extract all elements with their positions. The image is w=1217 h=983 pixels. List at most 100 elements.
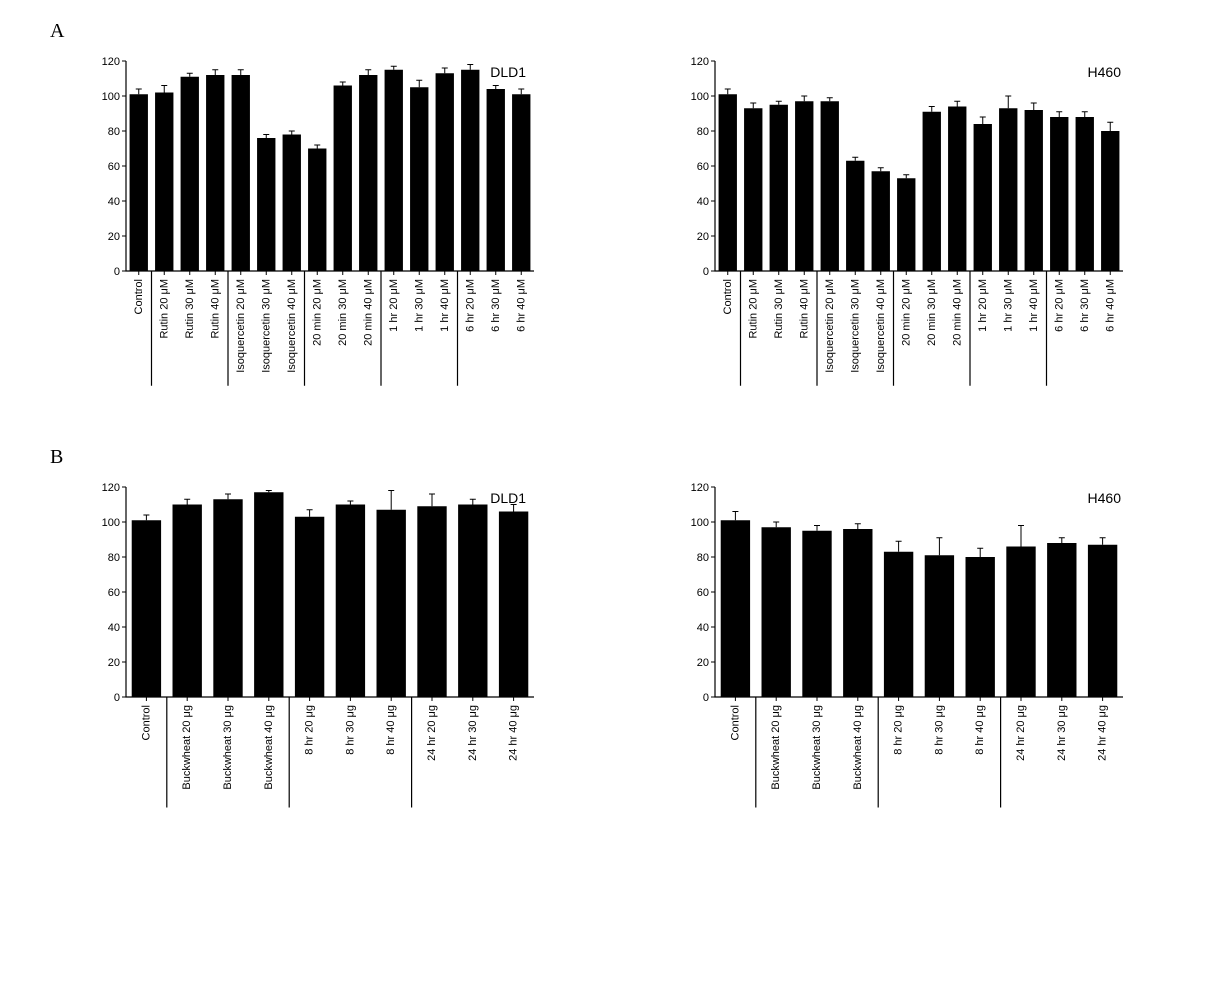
bar xyxy=(181,77,199,271)
y-tick-label: 20 xyxy=(697,231,709,243)
x-tick-label: 8 hr 40 μg xyxy=(385,705,397,755)
y-tick-label: 80 xyxy=(108,126,120,138)
y-tick-label: 80 xyxy=(697,552,709,564)
bar xyxy=(173,505,202,698)
bar xyxy=(130,94,148,271)
x-tick-label: Control xyxy=(729,705,741,740)
x-tick-label: 1 hr 40 μM xyxy=(439,279,451,332)
chart-b-h460: 020406080100120ControlBuckwheat 20 μgBuc… xyxy=(673,477,1133,827)
y-tick-label: 80 xyxy=(697,126,709,138)
x-tick-label: Isoquercetin 20 μM xyxy=(824,279,836,373)
bar xyxy=(1075,117,1093,271)
bar xyxy=(155,93,173,272)
y-tick-label: 120 xyxy=(102,56,120,68)
x-tick-label: Buckwheat 40 μg xyxy=(852,705,864,790)
x-tick-label: 20 min 20 μM xyxy=(900,279,912,346)
x-tick-label: Isoquercetin 20 μM xyxy=(235,279,247,373)
chart-title: DLD1 xyxy=(490,64,526,80)
x-tick-label: 20 min 30 μM xyxy=(337,279,349,346)
bar xyxy=(257,138,275,271)
y-tick-label: 0 xyxy=(703,266,709,278)
bar xyxy=(897,178,915,271)
y-tick-label: 20 xyxy=(108,657,120,669)
bar xyxy=(761,527,790,697)
x-tick-label: 6 hr 20 μM xyxy=(1053,279,1065,332)
x-tick-label: Rutin 20 μM xyxy=(747,279,759,339)
y-tick-label: 120 xyxy=(690,482,708,494)
bar xyxy=(458,505,487,698)
bar xyxy=(283,135,301,272)
x-tick-label: 24 hr 40 μg xyxy=(1096,705,1108,761)
panel-label-b: B xyxy=(50,446,1197,469)
panel-label-a: A xyxy=(50,20,1197,43)
x-tick-label: Control xyxy=(722,279,734,314)
bar xyxy=(308,149,326,272)
bar xyxy=(1088,545,1117,697)
x-tick-label: 20 min 40 μM xyxy=(363,279,375,346)
y-tick-label: 20 xyxy=(108,231,120,243)
x-tick-label: 8 hr 30 μg xyxy=(345,705,357,755)
x-tick-label: Buckwheat 30 μg xyxy=(222,705,234,790)
x-tick-label: 1 hr 30 μM xyxy=(414,279,426,332)
x-tick-label: 24 hr 30 μg xyxy=(1056,705,1068,761)
bar xyxy=(884,552,913,697)
bar xyxy=(718,94,736,271)
x-tick-label: Buckwheat 20 μg xyxy=(181,705,193,790)
x-tick-label: 20 min 40 μM xyxy=(951,279,963,346)
x-tick-label: Isoquercetin 40 μM xyxy=(875,279,887,373)
x-tick-label: Isoquercetin 30 μM xyxy=(849,279,861,373)
x-tick-label: 8 hr 40 μg xyxy=(974,705,986,755)
x-tick-label: 6 hr 40 μM xyxy=(516,279,528,332)
bar xyxy=(359,75,377,271)
bar xyxy=(1047,543,1076,697)
x-tick-label: Buckwheat 20 μg xyxy=(770,705,782,790)
y-tick-label: 0 xyxy=(703,692,709,704)
bar xyxy=(924,555,953,697)
x-tick-label: 24 hr 40 μg xyxy=(508,705,520,761)
y-tick-label: 60 xyxy=(697,587,709,599)
x-tick-label: 24 hr 20 μg xyxy=(426,705,438,761)
bar xyxy=(744,108,762,271)
bar xyxy=(1050,117,1068,271)
bar xyxy=(487,89,505,271)
bar xyxy=(410,87,428,271)
chart-b-dld1: 020406080100120ControlBuckwheat 20 μgBuc… xyxy=(84,477,544,827)
row-a: 020406080100120ControlRutin 20 μMRutin 3… xyxy=(20,51,1197,406)
x-tick-label: 8 hr 20 μg xyxy=(304,705,316,755)
y-tick-label: 20 xyxy=(697,657,709,669)
bar xyxy=(436,73,454,271)
y-tick-label: 120 xyxy=(102,482,120,494)
bar xyxy=(418,506,447,697)
bar xyxy=(795,101,813,271)
x-tick-label: 6 hr 30 μM xyxy=(490,279,502,332)
bar xyxy=(999,108,1017,271)
bar xyxy=(132,520,161,697)
y-tick-label: 0 xyxy=(114,266,120,278)
bar xyxy=(948,107,966,272)
x-tick-label: Rutin 20 μM xyxy=(159,279,171,339)
bar xyxy=(871,171,889,271)
x-tick-label: Rutin 40 μM xyxy=(798,279,810,339)
x-tick-label: 8 hr 20 μg xyxy=(892,705,904,755)
x-tick-label: Rutin 30 μM xyxy=(773,279,785,339)
bar xyxy=(336,505,365,698)
chart-a-h460: 020406080100120ControlRutin 20 μMRutin 3… xyxy=(673,51,1133,406)
y-tick-label: 60 xyxy=(108,587,120,599)
chart-title: DLD1 xyxy=(490,490,526,506)
x-tick-label: Control xyxy=(133,279,145,314)
bar xyxy=(295,517,324,697)
x-tick-label: 20 min 20 μM xyxy=(312,279,324,346)
bar xyxy=(820,101,838,271)
bar xyxy=(334,86,352,272)
y-tick-label: 80 xyxy=(108,552,120,564)
bar xyxy=(232,75,250,271)
y-tick-label: 40 xyxy=(108,196,120,208)
bar xyxy=(843,529,872,697)
bar xyxy=(206,75,224,271)
x-tick-label: 6 hr 30 μM xyxy=(1079,279,1091,332)
x-tick-label: 1 hr 20 μM xyxy=(977,279,989,332)
x-tick-label: Buckwheat 30 μg xyxy=(811,705,823,790)
y-tick-label: 40 xyxy=(108,622,120,634)
bar xyxy=(802,531,831,697)
y-tick-label: 100 xyxy=(102,517,120,529)
